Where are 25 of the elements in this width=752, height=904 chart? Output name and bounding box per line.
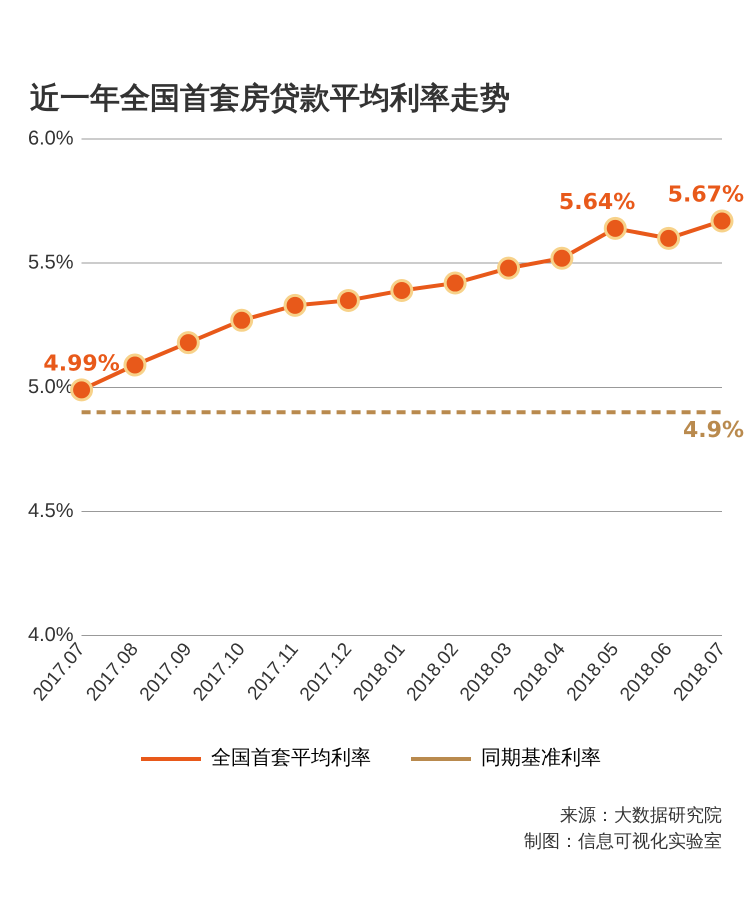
- point: [70, 378, 94, 402]
- point: [497, 256, 520, 280]
- legend-label: 同期基准利率: [481, 745, 601, 770]
- chart-title: 近一年全国首套房贷款平均利率走势: [30, 80, 511, 118]
- point: [123, 354, 146, 377]
- point: [657, 226, 680, 250]
- y-tick-label: 4.5%: [28, 500, 74, 522]
- point: [284, 294, 307, 317]
- point: [176, 331, 200, 354]
- point: [550, 246, 574, 270]
- text: 制图：信息可视化实验室: [523, 830, 722, 854]
- data-label: 4.9%: [682, 418, 744, 443]
- y-tick-label: 5.5%: [28, 252, 74, 274]
- data-label: 5.67%: [668, 182, 744, 208]
- source-note: 来源：大数据研究院: [559, 804, 722, 828]
- point: [444, 272, 467, 295]
- point: [604, 216, 627, 240]
- legend-label: 全国首套平均利率: [211, 745, 371, 770]
- data-label: 4.99%: [43, 352, 120, 377]
- point: [230, 308, 254, 332]
- y-tick-label: 6.0%: [28, 128, 74, 150]
- point: [336, 288, 360, 312]
- point: [390, 279, 414, 302]
- point: [710, 209, 734, 232]
- data-label: 5.64%: [558, 190, 636, 216]
